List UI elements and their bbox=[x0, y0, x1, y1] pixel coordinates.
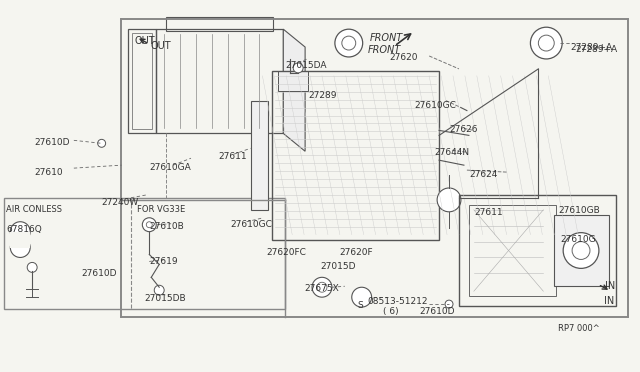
Text: 27611: 27611 bbox=[219, 152, 248, 161]
Bar bbox=[250, 101, 268, 210]
Circle shape bbox=[335, 29, 363, 57]
Circle shape bbox=[98, 140, 106, 147]
Text: 27610GC: 27610GC bbox=[414, 101, 456, 110]
Text: 67816Q: 67816Q bbox=[6, 225, 42, 234]
Text: AIR CONLESS: AIR CONLESS bbox=[6, 205, 62, 214]
Text: 27620FC: 27620FC bbox=[266, 247, 307, 257]
Text: 27610GB: 27610GB bbox=[558, 206, 600, 215]
Bar bbox=[273, 71, 439, 240]
Circle shape bbox=[10, 222, 30, 241]
Circle shape bbox=[352, 287, 372, 307]
Text: 27644N: 27644N bbox=[434, 148, 469, 157]
Bar bbox=[10, 232, 30, 247]
Circle shape bbox=[342, 36, 356, 50]
Text: S: S bbox=[358, 301, 364, 310]
Circle shape bbox=[293, 63, 303, 73]
Text: 27610GC: 27610GC bbox=[230, 220, 273, 229]
Text: 27619: 27619 bbox=[149, 257, 178, 266]
Text: OUT: OUT bbox=[150, 41, 171, 51]
Text: 27289: 27289 bbox=[308, 91, 337, 100]
Text: RP7 000^: RP7 000^ bbox=[558, 324, 600, 333]
Bar bbox=[554, 215, 609, 286]
Text: 27675X: 27675X bbox=[304, 284, 339, 293]
Circle shape bbox=[154, 285, 164, 295]
Text: 27626: 27626 bbox=[449, 125, 477, 134]
Text: FOR VG33E: FOR VG33E bbox=[138, 205, 186, 214]
Text: 27289+A: 27289+A bbox=[575, 45, 617, 54]
Text: FRONT: FRONT bbox=[370, 33, 403, 43]
Circle shape bbox=[445, 300, 453, 308]
Bar bbox=[469, 205, 556, 296]
Circle shape bbox=[147, 222, 152, 228]
Circle shape bbox=[142, 218, 156, 232]
Text: 27610: 27610 bbox=[34, 168, 63, 177]
Text: 27610D: 27610D bbox=[419, 307, 455, 316]
Circle shape bbox=[538, 35, 554, 51]
Bar bbox=[122, 19, 628, 317]
Circle shape bbox=[10, 238, 30, 257]
Text: 27610D: 27610D bbox=[82, 269, 117, 278]
Text: ( 6): ( 6) bbox=[383, 307, 398, 316]
Text: 27610G: 27610G bbox=[560, 235, 596, 244]
Circle shape bbox=[563, 232, 599, 268]
Text: 27289+A: 27289+A bbox=[570, 43, 612, 52]
Bar bbox=[129, 29, 156, 134]
Text: 27610GA: 27610GA bbox=[149, 163, 191, 172]
Bar bbox=[166, 17, 273, 31]
Circle shape bbox=[317, 282, 327, 292]
Text: IN: IN bbox=[604, 296, 614, 306]
Text: 27015DA: 27015DA bbox=[285, 61, 327, 70]
Text: 27620F: 27620F bbox=[340, 247, 374, 257]
Text: IN: IN bbox=[605, 281, 615, 291]
Text: 27624: 27624 bbox=[469, 170, 497, 179]
Text: 27015DB: 27015DB bbox=[145, 294, 186, 303]
Text: 27240W: 27240W bbox=[102, 198, 139, 207]
Text: FRONT: FRONT bbox=[367, 45, 401, 55]
Text: 27015D: 27015D bbox=[320, 262, 355, 272]
Text: 27610D: 27610D bbox=[34, 138, 70, 147]
Text: 08513-51212: 08513-51212 bbox=[367, 297, 428, 306]
Text: OUT: OUT bbox=[134, 36, 155, 46]
Circle shape bbox=[437, 188, 461, 212]
Polygon shape bbox=[284, 29, 305, 151]
Circle shape bbox=[531, 27, 562, 59]
Text: 27611: 27611 bbox=[475, 208, 504, 217]
Bar bbox=[156, 29, 284, 134]
Text: 27620: 27620 bbox=[390, 53, 418, 62]
Bar bbox=[459, 195, 616, 306]
Circle shape bbox=[572, 241, 590, 259]
Bar bbox=[278, 71, 308, 91]
Circle shape bbox=[28, 262, 37, 272]
Bar bbox=[4, 198, 285, 309]
Bar bbox=[132, 33, 152, 129]
Circle shape bbox=[312, 277, 332, 297]
Text: 27610B: 27610B bbox=[149, 222, 184, 231]
